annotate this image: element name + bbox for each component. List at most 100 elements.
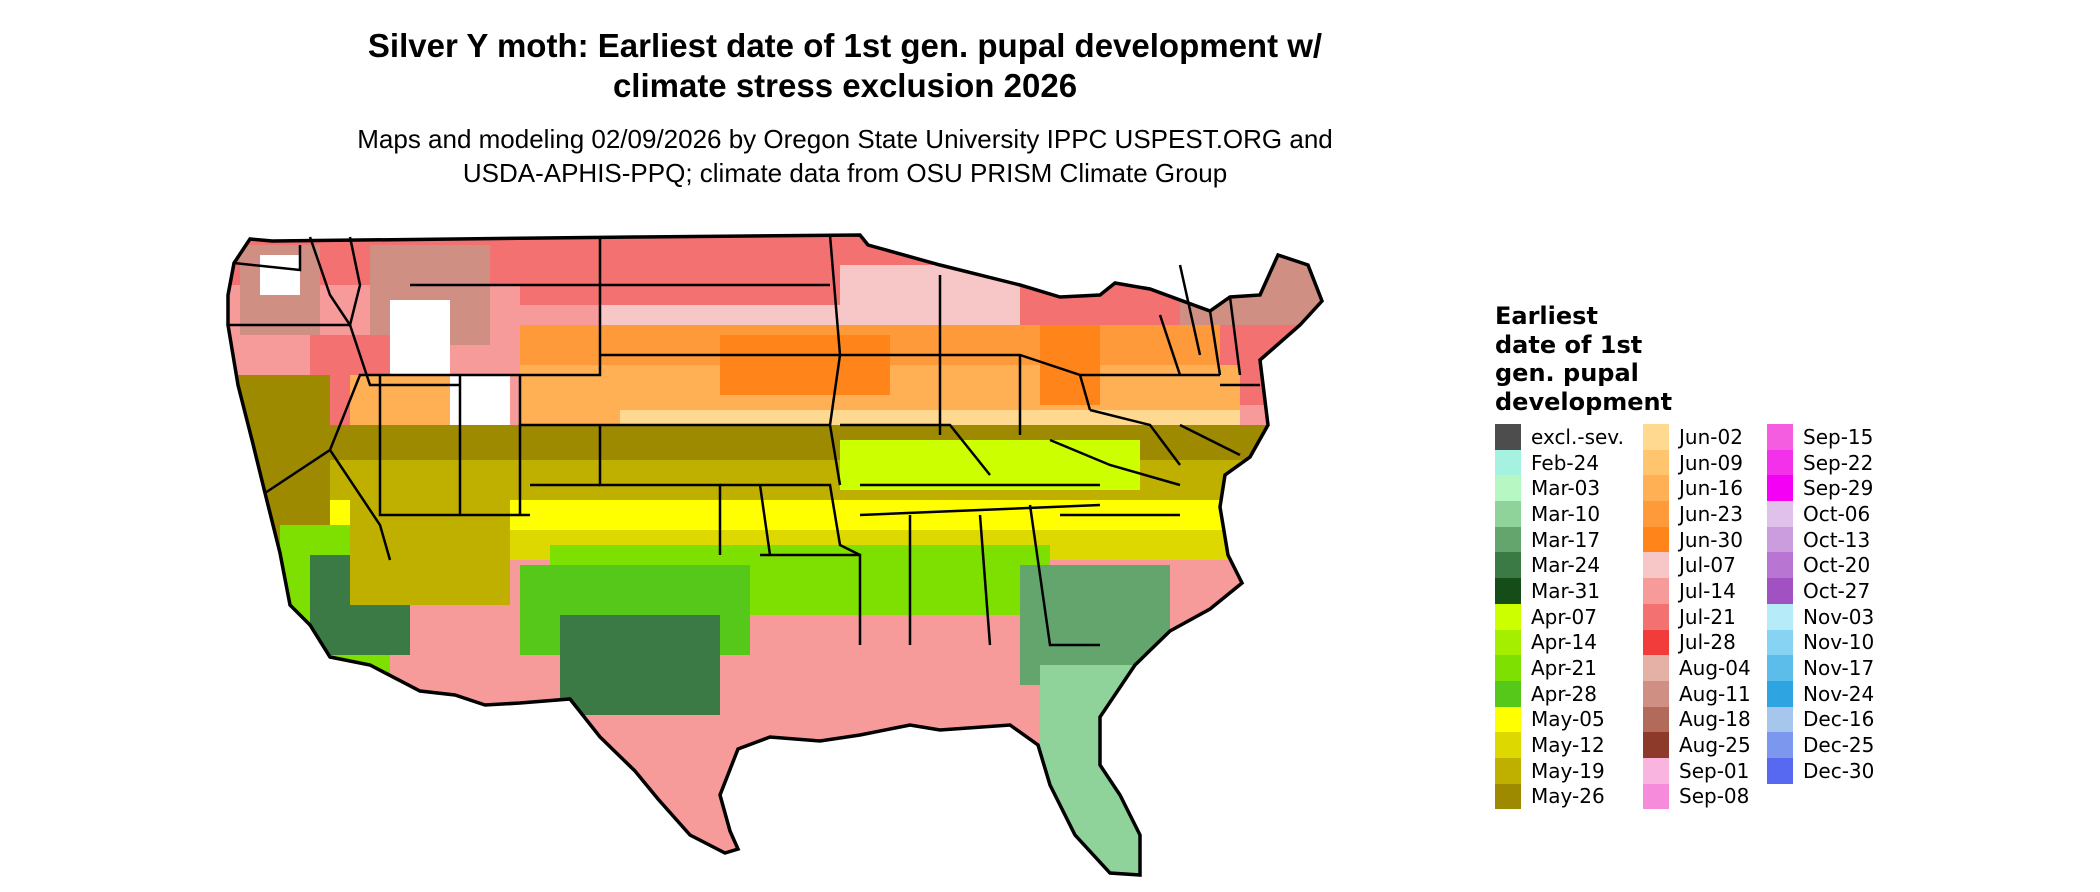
legend-swatch — [1643, 783, 1669, 810]
legend-swatch — [1643, 501, 1669, 527]
legend-swatch — [1495, 552, 1521, 579]
zone-florida-light — [1040, 665, 1160, 875]
legend-item: Sep-29 — [1767, 475, 1874, 502]
legend-swatch — [1643, 552, 1669, 579]
legend-swatch — [1643, 475, 1669, 502]
legend-item: Nov-24 — [1767, 680, 1874, 707]
legend-item: Jul-14 — [1643, 578, 1751, 604]
legend-label: Jul-21 — [1679, 604, 1736, 629]
zone-arizona — [350, 485, 510, 605]
map-title-line-2: climate stress exclusion 2026 — [612, 67, 1078, 104]
legend-label: Aug-25 — [1679, 733, 1751, 758]
legend-label: Oct-13 — [1803, 527, 1871, 552]
legend-swatch — [1767, 501, 1793, 527]
legend-item: Jun-09 — [1643, 449, 1751, 476]
legend-swatch — [1767, 603, 1793, 630]
legend-label: Sep-29 — [1803, 476, 1874, 501]
legend-label: Apr-21 — [1531, 656, 1597, 681]
legend-label: Feb-24 — [1531, 450, 1600, 475]
zone-dakota-red — [520, 235, 900, 305]
legend-item: Mar-17 — [1495, 526, 1624, 553]
legend-item: Mar-24 — [1495, 552, 1624, 579]
zone-maine-brown — [1180, 245, 1320, 325]
legend-swatch — [1495, 629, 1521, 656]
legend-title-line: gen. pupal — [1495, 359, 1639, 387]
legend-item: Jul-07 — [1643, 552, 1751, 579]
legend-item: Apr-07 — [1495, 603, 1624, 630]
legend-label: excl.-sev. — [1531, 424, 1624, 449]
legend-label: Dec-25 — [1803, 733, 1875, 758]
legend-item: Dec-16 — [1767, 706, 1874, 733]
legend-label: Mar-24 — [1531, 553, 1601, 578]
legend-column: excl.-sev. Feb-24 Mar-03 Mar-10 Mar-17 Mar-24… — [1495, 424, 1624, 810]
legend-item: Oct-20 — [1767, 552, 1874, 579]
legend-label: May-19 — [1531, 758, 1605, 783]
legend-swatch — [1643, 757, 1669, 784]
legend-label: Apr-07 — [1531, 604, 1597, 629]
legend-label: Mar-03 — [1531, 476, 1601, 501]
legend-swatch — [1643, 680, 1669, 707]
legend-item: Aug-25 — [1643, 732, 1751, 758]
legend-item: Aug-18 — [1643, 706, 1751, 733]
legend-swatch — [1643, 629, 1669, 656]
legend-swatch — [1767, 526, 1793, 553]
legend-swatch — [1495, 475, 1521, 502]
legend-label: Aug-04 — [1679, 656, 1751, 681]
zone-cascades-white — [260, 255, 300, 295]
zone-south-texas — [560, 615, 720, 715]
legend-item: Mar-10 — [1495, 501, 1624, 527]
legend-item: Oct-06 — [1767, 501, 1874, 527]
legend-label: Jul-28 — [1679, 630, 1736, 655]
legend-item: Oct-27 — [1767, 578, 1874, 604]
legend-item: Oct-13 — [1767, 526, 1874, 553]
map-subtitle-line-2: USDA-APHIS-PPQ; climate data from OSU PR… — [462, 158, 1228, 188]
zone-iowa-orange — [720, 335, 890, 395]
legend-label: Aug-11 — [1679, 681, 1751, 706]
legend-item: Sep-22 — [1767, 449, 1874, 476]
legend-item: May-12 — [1495, 732, 1624, 758]
legend-item: May-19 — [1495, 757, 1624, 784]
map-title: Silver Y moth: Earliest date of 1st gen.… — [300, 26, 1390, 106]
legend-label: May-26 — [1531, 784, 1605, 809]
legend-label: Nov-17 — [1803, 656, 1875, 681]
legend-item: Apr-28 — [1495, 680, 1624, 707]
legend-label: Jun-02 — [1679, 424, 1743, 449]
legend-swatch — [1767, 629, 1793, 656]
legend-label: Jun-30 — [1679, 527, 1743, 552]
legend-column: Sep-15 Sep-22 Sep-29 Oct-06 Oct-13 Oct-20 Oct-… — [1767, 424, 1874, 784]
legend-label: Oct-20 — [1803, 553, 1871, 578]
legend-swatch — [1643, 526, 1669, 553]
legend-item: excl.-sev. — [1495, 424, 1624, 450]
legend-swatch — [1767, 706, 1793, 733]
legend-title-line: development — [1495, 387, 1673, 416]
legend-swatch — [1495, 655, 1521, 681]
zone-lime — [840, 440, 1140, 490]
legend-label: Aug-18 — [1679, 707, 1751, 732]
legend-label: Sep-22 — [1803, 450, 1874, 475]
legend-swatch — [1495, 501, 1521, 527]
legend: excl.-sev. Feb-24 Mar-03 Mar-10 Mar-17 Mar-24… — [1495, 424, 1955, 814]
legend-swatch — [1643, 449, 1669, 476]
legend-item: Nov-10 — [1767, 629, 1874, 656]
legend-swatch — [1767, 578, 1793, 604]
legend-swatch — [1495, 578, 1521, 604]
legend-swatch — [1643, 578, 1669, 604]
legend-label: Mar-31 — [1531, 578, 1601, 603]
legend-swatch — [1767, 680, 1793, 707]
legend-item: Mar-31 — [1495, 578, 1624, 604]
legend-item: Jun-02 — [1643, 424, 1751, 450]
legend-label: Jun-09 — [1679, 450, 1743, 475]
legend-label: Mar-17 — [1531, 527, 1601, 552]
legend-swatch — [1643, 424, 1669, 450]
legend-swatch — [1495, 732, 1521, 758]
legend-label: Apr-14 — [1531, 630, 1597, 655]
legend-label: Dec-30 — [1803, 758, 1875, 783]
legend-swatch — [1495, 424, 1521, 450]
legend-swatch — [1643, 655, 1669, 681]
legend-item: Nov-03 — [1767, 603, 1874, 630]
legend-item: Dec-30 — [1767, 757, 1875, 784]
legend-item: May-05 — [1495, 706, 1624, 733]
legend-item: Aug-04 — [1643, 655, 1751, 681]
legend-label: May-12 — [1531, 733, 1605, 758]
state-borders — [226, 233, 1325, 877]
